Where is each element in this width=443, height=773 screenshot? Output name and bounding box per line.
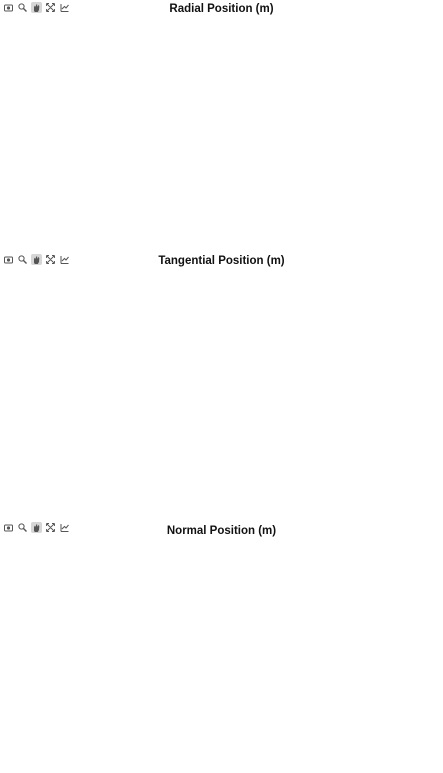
chart-title: Radial Position (m) (169, 3, 274, 15)
pan-icon (34, 256, 40, 264)
camera-button[interactable]: 8006004002000-200-400-600-8002018-05-28 … (3, 2, 14, 13)
autoscale-icon (46, 523, 55, 532)
camera-icon: 8006004002000-200-400-600-8002018-05-28 … (4, 4, 13, 12)
chart-title: Tangential Position (m) (158, 255, 285, 267)
camera-button[interactable]: 40003000200010000-1000-2000-3000-4000201… (3, 254, 14, 265)
zoom-button[interactable] (17, 254, 28, 265)
zoom-button[interactable] (17, 522, 28, 533)
reset-axes-icon (60, 524, 69, 532)
autoscale-button[interactable] (45, 522, 56, 533)
camera-icon: 6050403020100-10-20-30-40-50-602018-05-2… (4, 524, 13, 532)
pan-button[interactable] (31, 2, 42, 13)
pan-icon (34, 4, 40, 12)
chart-title: Normal Position (m) (166, 525, 277, 537)
pan-icon (34, 524, 40, 532)
pan-button[interactable] (31, 254, 42, 265)
reset-axes-button[interactable] (59, 2, 70, 13)
zoom-icon (18, 523, 27, 532)
tangential-chart[interactable] (0, 252, 443, 514)
reset-axes-icon (60, 256, 69, 264)
zoom-icon (18, 255, 27, 264)
reset-axes-icon (60, 4, 69, 12)
normal-chart-panel: 6050403020100-10-20-30-40-50-602018-05-2… (0, 518, 443, 773)
autoscale-button[interactable] (45, 2, 56, 13)
chart-toolbar: 6050403020100-10-20-30-40-50-602018-05-2… (3, 522, 70, 536)
pan-button[interactable] (31, 522, 42, 533)
chart-toolbar: 8006004002000-200-400-600-8002018-05-28 … (3, 2, 70, 16)
reset-axes-button[interactable] (59, 254, 70, 265)
autoscale-icon (46, 255, 55, 264)
autoscale-button[interactable] (45, 254, 56, 265)
reset-axes-button[interactable] (59, 522, 70, 533)
chart-toolbar: 40003000200010000-1000-2000-3000-4000201… (3, 254, 70, 268)
normal-chart[interactable] (0, 518, 443, 773)
zoom-button[interactable] (17, 2, 28, 13)
camera-button[interactable]: 6050403020100-10-20-30-40-50-602018-05-2… (3, 522, 14, 533)
camera-icon: 40003000200010000-1000-2000-3000-4000201… (4, 256, 13, 264)
zoom-icon (18, 3, 27, 12)
tangential-chart-panel: 40003000200010000-1000-2000-3000-4000201… (0, 252, 443, 514)
radial-chart-panel: 8006004002000-200-400-600-8002018-05-28 … (0, 0, 443, 248)
radial-chart[interactable] (0, 0, 443, 248)
autoscale-icon (46, 3, 55, 12)
